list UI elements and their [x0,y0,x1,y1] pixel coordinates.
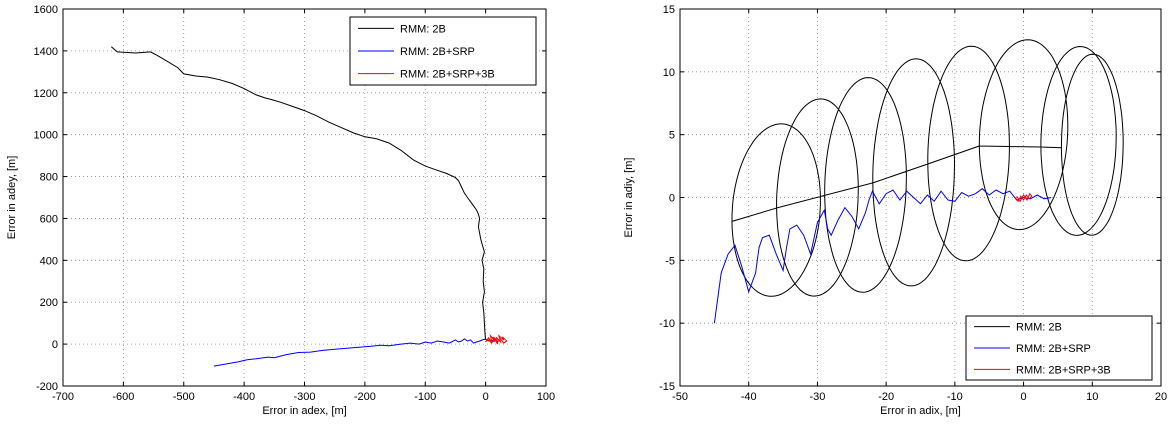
y-tick-label: -15 [659,381,675,393]
series-line-2 [713,188,1052,324]
x-tick-label: -300 [293,391,315,403]
x-tick-label: -100 [414,391,436,403]
chart-1: -700 -600 -500 -400 -300 -200 -100 0 100 -200 0 200… [6,4,555,417]
x-tick-label: -30 [809,391,825,403]
legend-entry: RMM: 2B+SRP+3B [1016,364,1111,376]
y-tick-label: 600 [40,213,58,225]
x-tick-label: -200 [354,391,376,403]
series-line-3 [1014,192,1033,203]
x-tick-label: 100 [537,391,555,403]
x-tick-label: -20 [878,391,894,403]
y-tick-label: 1000 [34,130,58,142]
axes-frame [679,8,1162,387]
series-line-3 [485,333,508,345]
y-tick-label: 1400 [34,46,58,58]
legend: RMM: 2B RMM: 2B+SRP RMM: 2B+SRP+3B [349,16,537,86]
series-line-1 [731,39,1124,297]
series-group [713,39,1124,324]
series-group [110,46,508,367]
y-axis-label: Error in adey, [m] [6,156,18,240]
legend-entry: RMM: 2B [1016,322,1062,334]
y-tick-label: 0 [669,193,675,205]
legend-entry: RMM: 2B+SRP+3B [400,69,495,81]
y-tick-label: 0 [52,339,58,351]
y-tick-label: -5 [665,255,675,267]
x-tick-label: 20 [1155,391,1167,403]
x-tick-label: -10 [947,391,963,403]
series-line-2 [213,338,495,367]
axes-frame [62,8,547,387]
y-tick-label: 200 [40,297,58,309]
x-axis-label: Error in adex, [m] [262,405,346,417]
y-tick-label: 800 [40,172,58,184]
series-line-1 [110,46,487,340]
x-tick-label: -400 [233,391,255,403]
y-tick-label: -10 [659,318,675,330]
y-tick-label: 5 [669,130,675,142]
legend-entry: RMM: 2B+SRP [1016,343,1091,355]
x-tick-label: 0 [483,391,489,403]
y-tick-label: 400 [40,255,58,267]
legend-entry: RMM: 2B+SRP [400,46,475,58]
y-tick-label: 1200 [34,88,58,100]
y-tick-label: 15 [663,4,675,16]
x-tick-label: -40 [741,391,757,403]
y-tick-label: 10 [663,67,675,79]
legend: RMM: 2B RMM: 2B+SRP RMM: 2B+SRP+3B [965,315,1153,381]
x-tick-label: 10 [1086,391,1098,403]
x-tick-label: 0 [1021,391,1027,403]
x-tick-label: -50 [672,391,688,403]
y-tick-label: -200 [36,381,58,393]
chart-2: -50 -40 -30 -20 -10 0 10 20-15-10-5051015Error … [623,4,1167,417]
x-axis-label: Error in adix, [m] [880,405,961,417]
x-tick-label: -500 [173,391,195,403]
y-axis-label: Error in adiy, [m] [623,158,635,238]
x-tick-label: -700 [52,391,74,403]
legend-entry: RMM: 2B [400,23,446,35]
y-tick-label: 1600 [34,4,58,16]
x-tick-label: -600 [112,391,134,403]
